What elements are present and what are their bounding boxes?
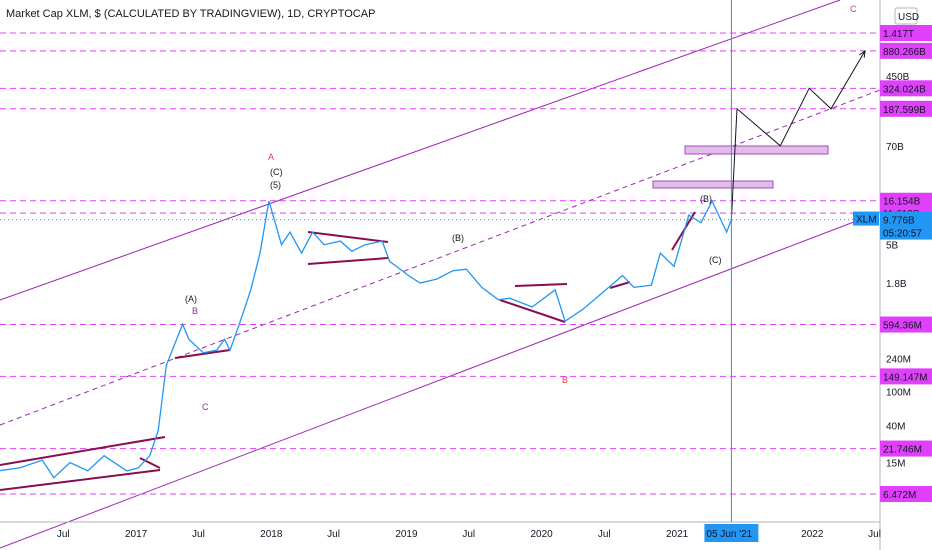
time-axis: Jul 2017 Jul 2018 Jul 2019 Jul 2020 Jul 2021 05 Ju… — [0, 0, 881, 550]
wave-label: C — [202, 402, 209, 412]
level-tag — [880, 25, 932, 41]
trend-line — [671, 211, 696, 251]
y-tick-label: 15M — [886, 458, 905, 469]
trend-line — [0, 469, 161, 491]
symbol-tag-label: XLM — [856, 215, 877, 226]
level-tag — [880, 440, 932, 457]
level-tag — [880, 486, 932, 502]
trend-lines — [0, 211, 696, 491]
projection-series — [730, 50, 866, 220]
level-tag — [880, 192, 932, 209]
y-tick-label: 5B — [886, 241, 899, 252]
level-tag-label: 21.746M — [883, 445, 922, 456]
wave-label: (A) — [185, 294, 197, 304]
y-tick-label: 1.8B — [886, 279, 907, 290]
wave-label: (C) — [270, 167, 283, 177]
current-price-tag — [880, 211, 932, 240]
x-tick-label: 2019 — [395, 529, 418, 540]
wave-label: (B) — [700, 194, 712, 204]
level-tag-label: 594.36M — [883, 321, 922, 332]
trend-line — [139, 457, 161, 469]
price-line — [0, 199, 733, 479]
level-tag — [880, 368, 932, 385]
x-tick-label: Jul — [327, 529, 340, 540]
y-tick-label: 40M — [886, 422, 905, 433]
wave-label: (5) — [270, 180, 281, 190]
channel-upper-line — [0, 0, 841, 301]
channel-lines — [0, 0, 881, 549]
wave-label: C — [850, 4, 857, 14]
level-tag-label: 880.266B — [883, 47, 926, 58]
wave-label: B — [192, 306, 198, 316]
x-tick-label: 2018 — [260, 529, 283, 540]
level-tag-label: 324.024B — [883, 84, 926, 95]
trend-line — [0, 436, 166, 466]
x-tick-label: 05 Jun '21 — [706, 529, 752, 540]
level-tags: 1.417T880.266B324.024B187.599B16.154B11.… — [0, 25, 932, 502]
x-tick-label: Jul — [868, 529, 881, 540]
target-box — [684, 145, 829, 155]
x-tick-label: 2022 — [801, 529, 824, 540]
symbol-tag — [853, 211, 879, 226]
wave-label: (B) — [452, 233, 464, 243]
wave-label: B — [562, 375, 568, 385]
target-boxes — [652, 145, 829, 189]
price-series — [0, 199, 733, 479]
cursor-date-tag — [704, 524, 759, 542]
trend-line — [609, 281, 631, 289]
level-tag — [880, 100, 932, 117]
level-tag-label: 6.472M — [883, 490, 916, 501]
projection-arrowhead — [859, 50, 866, 58]
channel-lower-line — [0, 211, 881, 549]
level-tag-label: 149.147M — [883, 372, 927, 383]
trend-line — [499, 299, 566, 323]
channel-middle-line — [0, 89, 881, 426]
level-tag — [880, 80, 932, 97]
wave-label: (C) — [709, 255, 722, 265]
chart-title: Market Cap XLM, $ (CALCULATED BY TRADING… — [6, 8, 376, 20]
y-tick-label: 100M — [886, 387, 911, 398]
trend-line — [514, 283, 568, 287]
x-tick-label: 2017 — [125, 529, 148, 540]
level-tag — [880, 316, 932, 333]
current-price-value: 9.776B — [883, 216, 915, 227]
wave-labels: A B C (C) (5) (A) B C (B) (B) (C) — [185, 4, 857, 412]
wave-label: A — [268, 152, 274, 162]
trend-line — [174, 349, 231, 359]
level-tag — [880, 42, 932, 59]
currency-box — [894, 7, 918, 25]
currency-label: USD — [898, 12, 919, 23]
trend-line — [307, 257, 389, 265]
projection-path — [730, 50, 866, 220]
x-tick-label: Jul — [57, 529, 70, 540]
horizontal-levels — [0, 32, 880, 495]
y-tick-label: 240M — [886, 355, 911, 366]
target-box — [652, 180, 774, 189]
y-tick-label: 70B — [886, 142, 904, 153]
x-tick-label: 2020 — [530, 529, 553, 540]
level-tag-label: 187.599B — [883, 105, 926, 116]
x-tick-label: 2021 — [666, 529, 689, 540]
level-tag-label: 16.154B — [883, 197, 921, 208]
x-tick-label: Jul — [462, 529, 475, 540]
current-price-countdown: 05:20:57 — [883, 229, 922, 240]
trend-line — [307, 231, 389, 243]
level-tag-label: 1.417T — [883, 29, 914, 40]
x-tick-label: Jul — [598, 529, 611, 540]
x-tick-label: Jul — [192, 529, 205, 540]
y-tick-label: 450B — [886, 72, 910, 83]
